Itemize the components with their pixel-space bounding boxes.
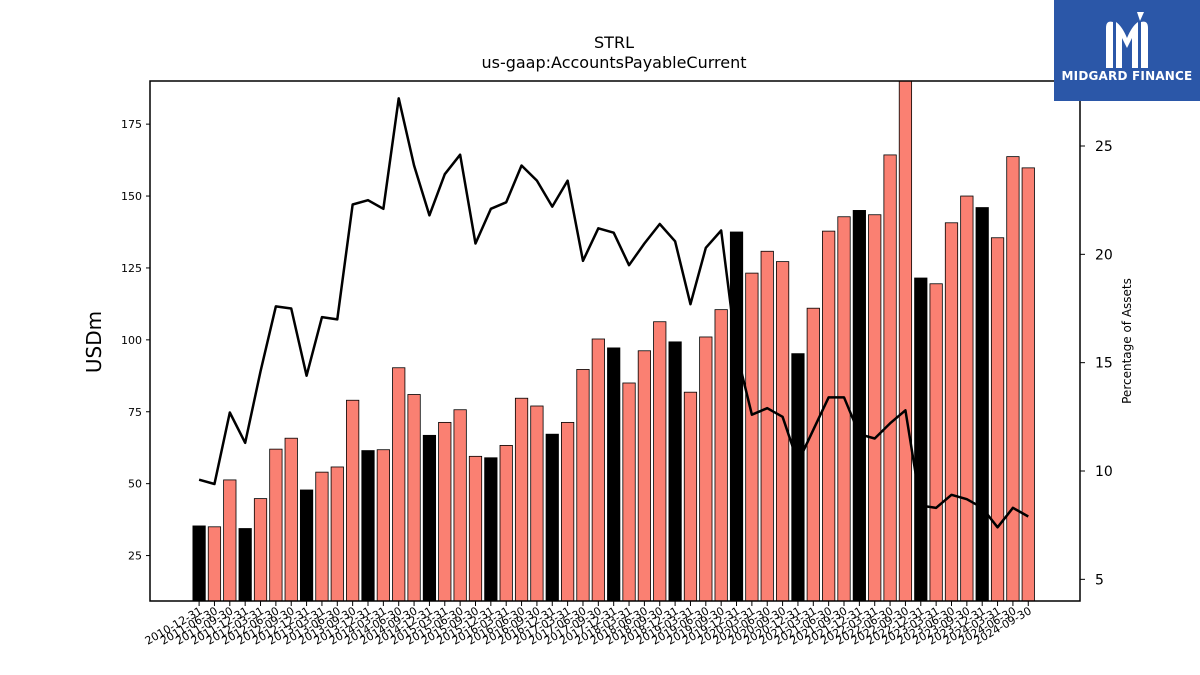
bar — [484, 457, 498, 602]
bar — [315, 471, 329, 602]
y2-tick-label: 20 — [1095, 247, 1113, 263]
y-tick-label: 100 — [121, 334, 142, 347]
bar — [376, 449, 390, 602]
bar — [207, 526, 222, 602]
bar — [438, 421, 452, 602]
line-path — [198, 97, 1029, 529]
x-axis: 2010-12-312011-06-302011-09-302011-12-31… — [143, 601, 1034, 648]
bar — [745, 272, 759, 602]
y2-tick-label: 15 — [1095, 356, 1113, 372]
bar — [453, 409, 467, 602]
bar — [499, 444, 513, 602]
line-series — [198, 97, 1029, 529]
bar — [607, 347, 621, 602]
bar — [729, 231, 744, 602]
bar — [284, 437, 298, 602]
y-tick-label: 175 — [121, 118, 142, 131]
bar — [944, 222, 959, 602]
bar — [791, 353, 805, 602]
bar — [898, 80, 913, 602]
y-axis-left: 25 50 75 100 125 150 175 — [121, 118, 150, 563]
bar — [576, 369, 590, 602]
bar — [760, 250, 774, 602]
bar — [806, 307, 820, 602]
plot-frame — [149, 80, 1081, 602]
bar — [668, 341, 682, 602]
brand-name: MIDGARD FINANCE — [1061, 69, 1193, 83]
bar — [714, 309, 728, 602]
bar — [392, 367, 406, 602]
bar — [852, 210, 866, 602]
bar — [868, 214, 882, 602]
y-axis-label: USDm — [82, 311, 106, 373]
bar — [622, 382, 636, 602]
bar — [530, 405, 544, 602]
bar — [468, 455, 483, 602]
bar-series — [192, 80, 1035, 602]
chart-title: STRL — [594, 33, 634, 52]
y-tick-label: 150 — [121, 190, 142, 203]
bar — [653, 321, 667, 602]
bar — [514, 397, 529, 602]
bar — [223, 479, 237, 602]
bar — [346, 399, 360, 602]
bar — [545, 433, 559, 602]
bar — [914, 277, 928, 602]
bar — [929, 283, 943, 602]
bar — [1021, 167, 1035, 602]
bar — [561, 421, 575, 602]
bar — [683, 391, 698, 602]
bar — [960, 195, 974, 602]
chart-subtitle: us-gaap:AccountsPayableCurrent — [481, 53, 747, 72]
bar — [422, 434, 437, 602]
bar — [407, 394, 421, 602]
brand-logo: MIDGARD FINANCE — [1054, 0, 1200, 101]
bar — [591, 338, 605, 602]
bar — [361, 450, 375, 602]
y-tick-label: 125 — [121, 262, 142, 275]
bar — [883, 154, 897, 602]
y2-tick-label: 5 — [1095, 572, 1104, 588]
bar — [269, 448, 283, 602]
bar — [253, 498, 268, 602]
bar — [238, 528, 252, 602]
bar — [1006, 156, 1020, 602]
bar — [299, 489, 314, 602]
y-axis-right: 5 10 15 20 25 — [1080, 139, 1113, 588]
y2-axis-label: Percentage of Assets — [1120, 278, 1134, 404]
bar — [975, 207, 989, 602]
y-tick-label: 75 — [128, 406, 142, 419]
bar — [192, 525, 206, 602]
bar — [699, 336, 713, 602]
bar — [990, 237, 1005, 602]
y-tick-label: 25 — [128, 550, 142, 563]
bar — [822, 230, 836, 602]
bar — [637, 350, 651, 602]
midgard-m-icon — [1106, 12, 1148, 69]
y2-tick-label: 10 — [1095, 464, 1113, 480]
bar — [330, 466, 344, 602]
y-tick-label: 50 — [128, 478, 142, 491]
y2-tick-label: 25 — [1095, 139, 1113, 155]
